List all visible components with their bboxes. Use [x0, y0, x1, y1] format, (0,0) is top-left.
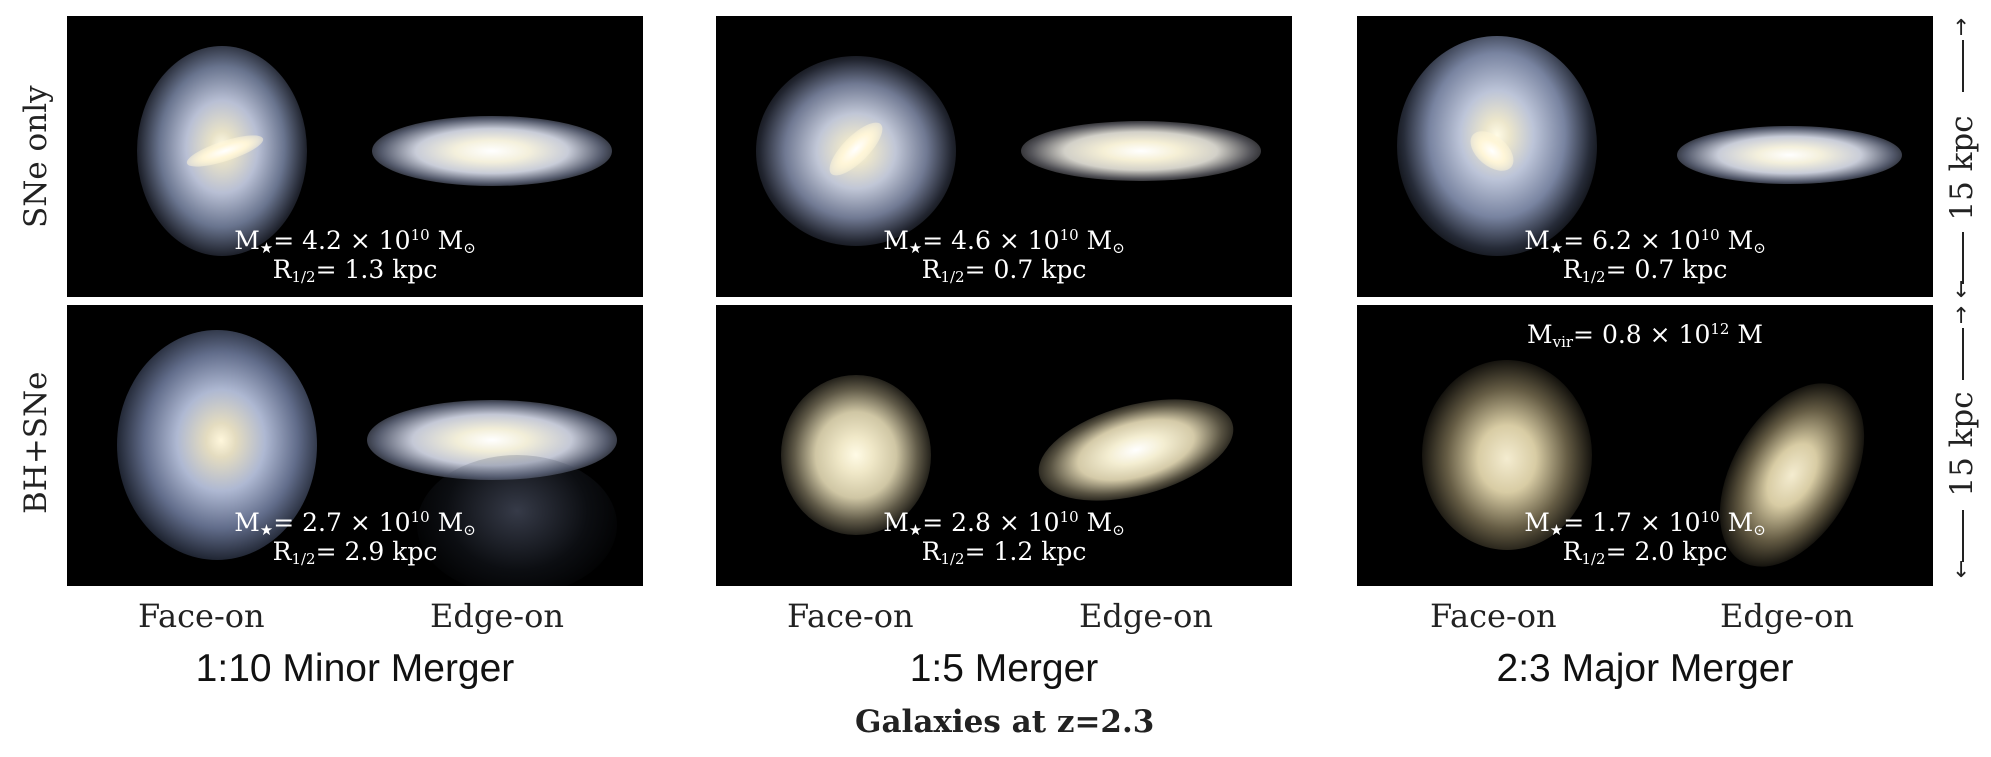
merger-title-1-5: 1:5 Merger [909, 647, 1099, 690]
row-label-sne-only: SNe only [18, 85, 54, 228]
stellar-mass-annotation: M★= 2.8 × 1010 M⊙ [883, 508, 1125, 539]
edge-on-label: Edge-on [1079, 597, 1213, 635]
merger-title-minor: 1:10 Minor Merger [195, 647, 515, 690]
panel-merger-1-5-sne: M★= 4.6 × 1010 M⊙ R1/2= 0.7 kpc [716, 16, 1292, 297]
scale-line-bottom-lower [1962, 510, 1964, 562]
panel-major-merger-sne: M★= 6.2 × 1010 M⊙ R1/2= 0.7 kpc [1357, 16, 1933, 297]
edge-on-label: Edge-on [430, 597, 564, 635]
scale-arrow-down-bottom: ↓ [1952, 558, 1971, 583]
edge-on-galaxy [372, 116, 612, 186]
scale-line-top-lower [1962, 232, 1964, 284]
scale-arrow-up-bottom: ↑ [1952, 304, 1971, 329]
face-on-galaxy [781, 375, 931, 535]
face-on-galaxy [117, 330, 317, 560]
merger-title-major: 2:3 Major Merger [1496, 647, 1794, 690]
row-label-bh-sne: BH+SNe [18, 371, 54, 515]
edge-on-galaxy-halo [417, 455, 617, 586]
stellar-mass-annotation: M★= 6.2 × 1010 M⊙ [1524, 226, 1766, 257]
scale-line-bottom [1962, 328, 1964, 380]
panel-merger-1-5-bh: M★= 2.8 × 1010 M⊙ R1/2= 1.2 kpc [716, 305, 1292, 586]
face-on-label: Face-on [138, 597, 265, 635]
scale-arrow-up-top: ↑ [1952, 16, 1971, 41]
half-mass-radius-annotation: R1/2= 0.7 kpc [921, 255, 1087, 286]
scale-label-bottom: 15 kpc [1944, 391, 1980, 497]
half-mass-radius-annotation: R1/2= 2.9 kpc [272, 537, 438, 568]
scale-line-top [1962, 40, 1964, 92]
edge-on-galaxy [1677, 126, 1902, 184]
edge-on-galaxy [1027, 380, 1245, 520]
panel-major-merger-bh: Mvir= 0.8 × 1012 M M★= 1.7 × 1010 M⊙ R1/… [1357, 305, 1933, 586]
stellar-mass-annotation: M★= 4.6 × 1010 M⊙ [883, 226, 1125, 257]
half-mass-radius-annotation: R1/2= 1.2 kpc [921, 537, 1087, 568]
stellar-mass-annotation: M★= 4.2 × 1010 M⊙ [234, 226, 476, 257]
face-on-galaxy [1422, 360, 1592, 550]
virial-mass-annotation: Mvir= 0.8 × 1012 M [1526, 320, 1763, 351]
scale-label-top: 15 kpc [1944, 115, 1980, 221]
figure-caption: Galaxies at z=2.3 [855, 704, 1155, 740]
edge-on-label: Edge-on [1720, 597, 1854, 635]
edge-on-galaxy [1021, 121, 1261, 181]
face-on-label: Face-on [787, 597, 914, 635]
half-mass-radius-annotation: R1/2= 0.7 kpc [1562, 255, 1728, 286]
stellar-mass-annotation: M★= 2.7 × 1010 M⊙ [234, 508, 476, 539]
scale-arrow-down-top: ↓ [1952, 278, 1971, 303]
panel-minor-merger-sne: M★= 4.2 × 1010 M⊙ R1/2= 1.3 kpc [67, 16, 643, 297]
half-mass-radius-annotation: R1/2= 1.3 kpc [272, 255, 438, 286]
face-on-label: Face-on [1430, 597, 1557, 635]
half-mass-radius-annotation: R1/2= 2.0 kpc [1562, 537, 1728, 568]
edge-on-galaxy [367, 400, 617, 480]
stellar-mass-annotation: M★= 1.7 × 1010 M⊙ [1524, 508, 1766, 539]
panel-minor-merger-bh: M★= 2.7 × 1010 M⊙ R1/2= 2.9 kpc [67, 305, 643, 586]
